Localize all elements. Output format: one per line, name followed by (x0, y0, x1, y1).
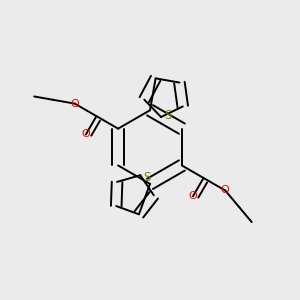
Text: O: O (189, 191, 197, 201)
Text: S: S (143, 171, 151, 184)
Text: S: S (165, 109, 172, 122)
Text: O: O (82, 130, 90, 140)
Text: O: O (221, 185, 230, 196)
Text: O: O (70, 99, 79, 109)
